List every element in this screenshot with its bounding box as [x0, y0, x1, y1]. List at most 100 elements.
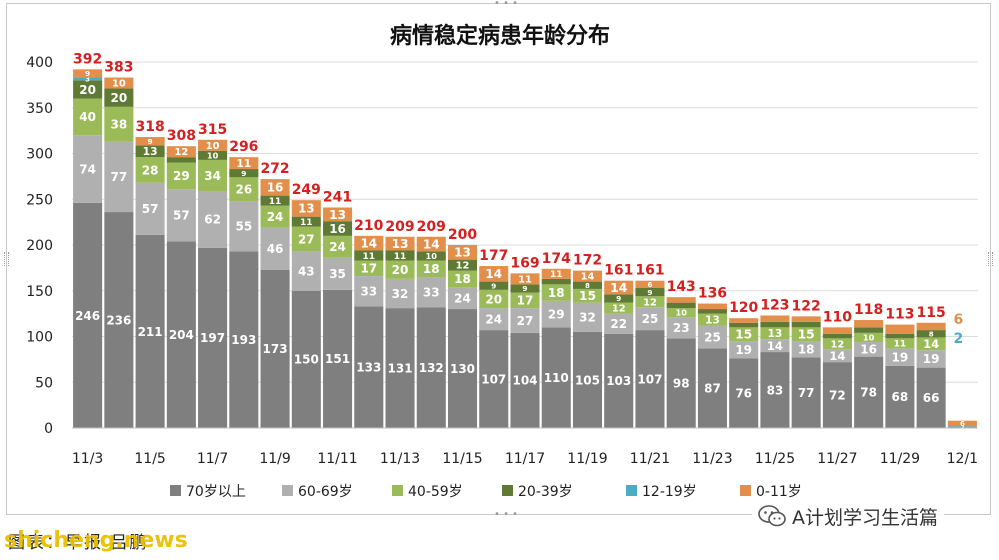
- data-label: 16: [860, 343, 877, 357]
- data-label: 11: [269, 197, 282, 207]
- frame-handle-right[interactable]: [988, 252, 993, 266]
- data-label: 107: [637, 372, 662, 386]
- bar-segment: [354, 306, 384, 428]
- watermark: shicheng.news: [4, 528, 188, 553]
- data-label: 13: [329, 208, 346, 222]
- bar-segment: [760, 315, 790, 322]
- bar-segment: [135, 145, 165, 158]
- data-label: 204: [169, 328, 194, 342]
- data-label: 46: [267, 242, 284, 256]
- bar-segment: [854, 332, 884, 342]
- data-label: 9: [85, 69, 90, 78]
- bar-segment: [416, 277, 446, 308]
- total-label: 143: [667, 279, 696, 295]
- bar-segment: [760, 327, 790, 340]
- data-label: 13: [767, 327, 782, 340]
- bar-segment: [635, 330, 665, 428]
- bar-segment: [291, 290, 321, 428]
- frame-handle-top[interactable]: • • •: [494, 0, 519, 9]
- bar-segment: [697, 309, 727, 314]
- bar-segment: [198, 159, 228, 192]
- bar-segment: [916, 367, 946, 428]
- x-tick-label: 11/9: [259, 451, 290, 467]
- bars: 2467440203939223677382010383211572813931…: [73, 51, 977, 432]
- bar-segment: [73, 80, 103, 99]
- data-label: 17: [360, 262, 377, 276]
- bar-segment: [104, 88, 134, 107]
- bar-segment: [323, 257, 353, 290]
- data-label: 32: [392, 287, 409, 301]
- bar-segment: [729, 322, 759, 328]
- bar-segment: [885, 348, 915, 366]
- data-label: 8: [585, 282, 590, 290]
- bar-segment: [604, 302, 634, 314]
- legend-swatch: [502, 485, 513, 496]
- data-label: 236: [106, 313, 131, 327]
- data-label: 11: [518, 274, 532, 285]
- data-label: 9: [522, 284, 527, 293]
- legend-label: 0-11岁: [756, 484, 802, 500]
- data-label: 77: [111, 170, 128, 184]
- total-label: 383: [104, 60, 133, 76]
- bar-segment: [229, 169, 259, 178]
- x-tick-label: 11/3: [72, 451, 103, 467]
- total-label: 318: [135, 119, 164, 135]
- bar-segment: [760, 339, 790, 353]
- bar-segment: [104, 212, 134, 428]
- legend-swatch: [626, 485, 637, 496]
- bar-segment: [510, 332, 540, 428]
- total-label: 110: [823, 309, 852, 325]
- bar-segment: [354, 235, 384, 251]
- data-label: 12: [643, 297, 657, 308]
- x-tick-label: 11/23: [692, 451, 732, 467]
- data-label: 77: [798, 386, 815, 400]
- x-tick-label: 11/25: [755, 451, 795, 467]
- data-label: 18: [798, 343, 815, 357]
- bar-segment: [73, 69, 103, 78]
- bar-segment: [416, 251, 446, 261]
- data-label: 27: [517, 314, 534, 328]
- bar-segment: [604, 294, 634, 303]
- bar-segment: [416, 236, 446, 252]
- data-label: 9: [241, 169, 246, 178]
- data-label: 20: [392, 263, 409, 277]
- data-label: 34: [204, 169, 221, 183]
- data-label: 29: [173, 169, 190, 183]
- legend-swatch: [282, 485, 293, 496]
- data-label: 173: [263, 342, 288, 356]
- bar-segment: [479, 308, 509, 331]
- bar-segment: [541, 268, 571, 279]
- bar-segment: [135, 234, 165, 428]
- wechat-icon: [758, 505, 786, 527]
- bar-segment: [416, 307, 446, 428]
- frame-handle-left[interactable]: [4, 252, 9, 266]
- data-label: 43: [298, 264, 315, 278]
- total-label: 296: [229, 139, 258, 155]
- bar-segment: [198, 247, 228, 428]
- data-label: 22: [610, 317, 627, 331]
- data-label: 133: [356, 360, 381, 374]
- total-label: 177: [479, 248, 508, 264]
- data-label: 12: [831, 339, 845, 350]
- bar-segment: [916, 337, 946, 351]
- bar-segment: [166, 157, 196, 163]
- bar-segment: [447, 309, 478, 428]
- data-label: 74: [79, 162, 96, 176]
- data-label: 29: [548, 307, 565, 321]
- data-label: 17: [517, 294, 534, 308]
- x-tick-label: 11/17: [505, 451, 545, 467]
- x-tick-label: 11/5: [134, 451, 165, 467]
- bar-segment: [323, 221, 353, 236]
- y-tick-label: 150: [26, 284, 53, 300]
- total-label: 161: [635, 263, 664, 279]
- bar-segment: [416, 260, 446, 278]
- total-label: 172: [573, 253, 602, 269]
- data-label: 11: [362, 252, 375, 262]
- bar-segment: [854, 327, 884, 333]
- legend-label: 40-59岁: [408, 484, 463, 500]
- x-axis: 11/3 11/5 11/7 11/9 11/11 11/13 11/15 11/17 11/1…: [72, 427, 978, 467]
- frame-handle-bottom[interactable]: • • •: [494, 509, 519, 520]
- data-label: 24: [485, 312, 502, 326]
- bar-segment: [354, 276, 384, 307]
- x-tick-label: 11/15: [442, 451, 482, 467]
